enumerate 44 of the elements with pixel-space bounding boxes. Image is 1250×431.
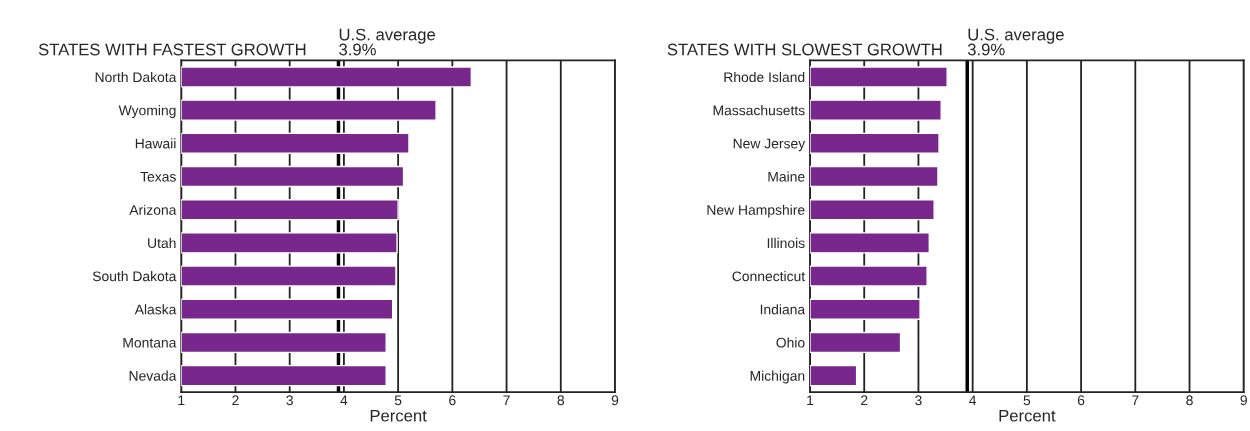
x-tick-label: 1 bbox=[807, 395, 814, 406]
y-tick-label: Wyoming bbox=[118, 105, 176, 119]
x-tick-label: 4 bbox=[340, 395, 348, 406]
y-tick-label: Massachusetts bbox=[713, 105, 805, 116]
x-tick-label: 1 bbox=[178, 395, 185, 406]
x-tick-label: 7 bbox=[503, 395, 510, 406]
x-tick-label: 6 bbox=[1077, 395, 1085, 406]
x-tick-label: 8 bbox=[557, 395, 565, 406]
y-tick-label: Montana bbox=[123, 337, 177, 348]
y-tick-label: North Dakota bbox=[95, 71, 177, 83]
y-tick-label: New Hampshire bbox=[707, 204, 805, 218]
x-tick-label: 5 bbox=[1023, 395, 1031, 406]
y-tick-label: Indiana bbox=[760, 304, 806, 315]
x-tick-label: 8 bbox=[1186, 395, 1193, 406]
y-tick-label: Alaska bbox=[134, 304, 177, 315]
x-tick-label: 4 bbox=[969, 395, 977, 406]
y-tick-label: Nevada bbox=[129, 370, 177, 381]
y-tick-label: Texas bbox=[140, 171, 176, 182]
x-tick-label: 9 bbox=[611, 395, 619, 406]
x-tick-label: 2 bbox=[861, 395, 868, 406]
x-axis-title: Percent bbox=[370, 409, 427, 422]
ref-line-label: U.S. average 3.9% bbox=[967, 28, 1064, 56]
ref-line-label: U.S. average 3.9% bbox=[339, 28, 436, 56]
y-tick-label: New Jersey bbox=[733, 138, 806, 152]
y-tick-label: Ohio bbox=[776, 337, 805, 348]
y-tick-label: Illinois bbox=[767, 237, 805, 249]
x-tick-label: 2 bbox=[232, 395, 239, 406]
x-tick-label: 6 bbox=[449, 395, 456, 406]
x-tick-label: 7 bbox=[1132, 395, 1139, 406]
y-tick-label: South Dakota bbox=[92, 271, 177, 282]
x-tick-label: 3 bbox=[286, 395, 293, 406]
x-axis-title: Percent bbox=[999, 409, 1056, 422]
chart-title: STATES WITH SLOWEST GROWTH bbox=[667, 43, 942, 56]
y-tick-label: Utah bbox=[148, 237, 176, 249]
y-tick-label: Connecticut bbox=[732, 271, 806, 282]
x-tick-label: 9 bbox=[1240, 395, 1247, 406]
y-tick-label: Rhode Island bbox=[724, 71, 805, 83]
y-tick-label: Hawaii bbox=[135, 138, 176, 149]
y-tick-label: Arizona bbox=[129, 204, 177, 215]
y-tick-label: Michigan bbox=[750, 370, 805, 384]
y-tick-label: Maine bbox=[768, 171, 805, 182]
chart-title: STATES WITH FASTEST GROWTH bbox=[38, 43, 306, 56]
x-tick-label: 5 bbox=[394, 395, 402, 406]
x-tick-label: 3 bbox=[915, 395, 922, 406]
